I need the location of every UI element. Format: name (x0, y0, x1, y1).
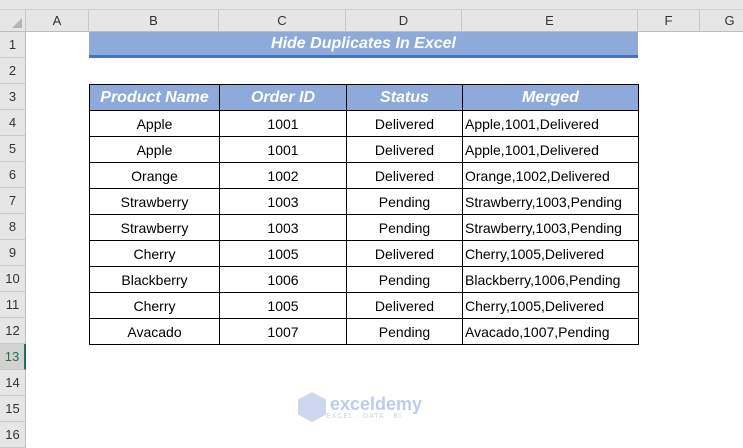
row-header-9[interactable]: 9 (0, 240, 26, 266)
table-cell[interactable]: Delivered (346, 136, 463, 163)
table-cell[interactable]: Orange,1002,Delivered (462, 162, 639, 189)
table-cell[interactable]: Delivered (346, 110, 463, 137)
column-header-C[interactable]: C (219, 10, 346, 32)
row-header-15[interactable]: 15 (0, 396, 26, 422)
row-header-4[interactable]: 4 (0, 110, 26, 136)
table-row: Apple 1001 Delivered Apple,1001,Delivered (89, 136, 639, 163)
table-cell[interactable]: 1006 (219, 266, 347, 293)
ribbon-strip (0, 0, 743, 10)
table-cell[interactable]: Apple,1001,Delivered (462, 136, 639, 163)
watermark: exceldemy EXCEL · DATA · BI (298, 392, 422, 422)
table-cell[interactable]: Delivered (346, 292, 463, 319)
row-header-12[interactable]: 12 (0, 318, 26, 344)
table-cell[interactable]: Apple (89, 110, 220, 137)
table-header-cell[interactable]: Order ID (219, 84, 347, 111)
table-cell[interactable]: Strawberry,1003,Pending (462, 188, 639, 215)
table-cell[interactable]: Pending (346, 188, 463, 215)
column-header-F[interactable]: F (638, 10, 700, 32)
row-header-2[interactable]: 2 (0, 58, 26, 84)
row-header-11[interactable]: 11 (0, 292, 26, 318)
table-cell[interactable]: Avacado,1007,Pending (462, 318, 639, 345)
table-cell[interactable]: Strawberry (89, 214, 220, 241)
table-cell[interactable]: Pending (346, 318, 463, 345)
table-cell[interactable]: Delivered (346, 240, 463, 267)
table-cell[interactable]: 1005 (219, 240, 347, 267)
table-cell[interactable]: Orange (89, 162, 220, 189)
column-header-G[interactable]: G (700, 10, 743, 32)
sheet-title: Hide Duplicates In Excel (89, 32, 638, 58)
table-cell[interactable]: Delivered (346, 162, 463, 189)
row-header-5[interactable]: 5 (0, 136, 26, 162)
table-row: Strawberry 1003 Pending Strawberry,1003,Pen… (89, 214, 639, 241)
table-row: Cherry 1005 Delivered Cherry,1005,Delivered (89, 292, 639, 319)
table-cell[interactable]: Cherry (89, 240, 220, 267)
row-header-10[interactable]: 10 (0, 266, 26, 292)
table-row: Strawberry 1003 Pending Strawberry,1003,Pen… (89, 188, 639, 215)
table-row: Apple 1001 Delivered Apple,1001,Delivered (89, 110, 639, 137)
table-cell[interactable]: 1001 (219, 136, 347, 163)
table-header-cell[interactable]: Product Name (89, 84, 220, 111)
row-header-3[interactable]: 3 (0, 84, 26, 110)
table-row: Cherry 1005 Delivered Cherry,1005,Delivered (89, 240, 639, 267)
table-cell[interactable]: Blackberry,1006,Pending (462, 266, 639, 293)
table-cell[interactable]: Strawberry (89, 188, 220, 215)
table-cell[interactable]: Cherry,1005,Delivered (462, 240, 639, 267)
row-header-8[interactable]: 8 (0, 214, 26, 240)
table-cell[interactable]: Strawberry,1003,Pending (462, 214, 639, 241)
column-header-E[interactable]: E (462, 10, 638, 32)
watermark-tagline: EXCEL · DATA · BI (326, 412, 402, 420)
table-cell[interactable]: Cherry (89, 292, 220, 319)
table-cell[interactable]: Apple,1001,Delivered (462, 110, 639, 137)
row-header-7[interactable]: 7 (0, 188, 26, 214)
row-header-16[interactable]: 16 (0, 422, 26, 448)
row-header-14[interactable]: 14 (0, 370, 26, 396)
table-cell[interactable]: Blackberry (89, 266, 220, 293)
column-header-A[interactable]: A (26, 10, 89, 32)
data-table: Product Name Order ID Status Merged Apple 10… (89, 84, 639, 345)
row-header-13[interactable]: 13 (0, 344, 26, 370)
table-cell[interactable]: 1003 (219, 188, 347, 215)
table-cell[interactable]: 1001 (219, 110, 347, 137)
row-header-1[interactable]: 1 (0, 32, 26, 58)
table-cell[interactable]: 1002 (219, 162, 347, 189)
table-cell[interactable]: Cherry,1005,Delivered (462, 292, 639, 319)
table-row: Blackberry 1006 Pending Blackberry,1006,Pen… (89, 266, 639, 293)
row-header-6[interactable]: 6 (0, 162, 26, 188)
table-cell[interactable]: 1005 (219, 292, 347, 319)
column-header-B[interactable]: B (89, 10, 219, 32)
table-cell[interactable]: Pending (346, 214, 463, 241)
table-cell[interactable]: 1003 (219, 214, 347, 241)
table-row: Orange 1002 Delivered Orange,1002,Delivered (89, 162, 639, 189)
table-cell[interactable]: Avacado (89, 318, 220, 345)
exceldemy-logo-icon (298, 392, 326, 422)
table-cell[interactable]: Pending (346, 266, 463, 293)
table-cell[interactable]: Apple (89, 136, 220, 163)
column-header-D[interactable]: D (346, 10, 462, 32)
table-cell[interactable]: 1007 (219, 318, 347, 345)
table-row: Avacado 1007 Pending Avacado,1007,Pending (89, 318, 639, 345)
select-all-button[interactable] (0, 10, 26, 32)
watermark-name: exceldemy (330, 393, 423, 414)
table-header-cell[interactable]: Status (346, 84, 463, 111)
table-header-cell[interactable]: Merged (462, 84, 639, 111)
